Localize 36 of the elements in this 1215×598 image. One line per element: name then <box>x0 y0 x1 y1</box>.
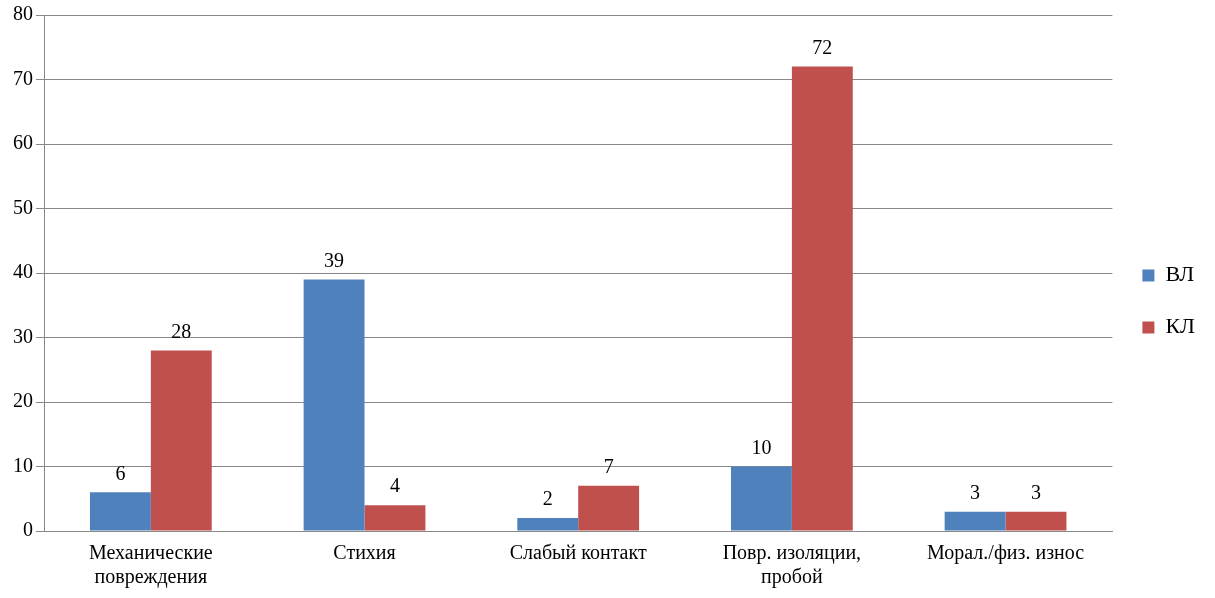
y-tick-label: 70 <box>13 66 33 89</box>
data-label: 3 <box>1031 480 1042 503</box>
y-tick-label: 60 <box>13 131 33 154</box>
bar <box>89 492 151 531</box>
bar <box>150 350 212 531</box>
bar <box>1005 511 1067 531</box>
y-tick-label: 50 <box>13 195 33 218</box>
data-label: 7 <box>603 455 614 478</box>
x-tick-label: Стихия <box>333 541 396 564</box>
data-label: 2 <box>542 487 553 510</box>
bar <box>303 279 365 531</box>
x-tick-label: Слабый контакт <box>509 541 647 564</box>
bar <box>730 466 792 531</box>
y-tick-label: 10 <box>13 453 33 476</box>
data-label: 72 <box>812 35 833 58</box>
y-tick-label: 40 <box>13 260 33 283</box>
legend-label: ВЛ <box>1165 261 1195 287</box>
y-tick-label: 20 <box>13 389 33 412</box>
bar <box>944 511 1006 531</box>
data-label: 3 <box>970 480 981 503</box>
bar <box>364 505 426 531</box>
y-tick-label: 80 <box>13 2 33 25</box>
data-label: 39 <box>324 248 345 271</box>
bar <box>578 485 640 531</box>
x-tick-label: Морал./физ. износ <box>927 541 1085 565</box>
y-tick-label: 0 <box>23 518 33 541</box>
legend-label: КЛ <box>1165 313 1196 339</box>
x-tick-label: Механические повреждения <box>88 541 213 589</box>
bar <box>517 518 579 531</box>
data-label: 4 <box>389 474 400 497</box>
bar <box>791 66 853 531</box>
y-tick-label: 30 <box>13 324 33 347</box>
data-label: 10 <box>751 435 772 458</box>
data-label: 6 <box>115 461 126 484</box>
data-label: 28 <box>171 319 192 342</box>
x-tick-label: Повр. изоляции, пробой <box>722 541 862 589</box>
